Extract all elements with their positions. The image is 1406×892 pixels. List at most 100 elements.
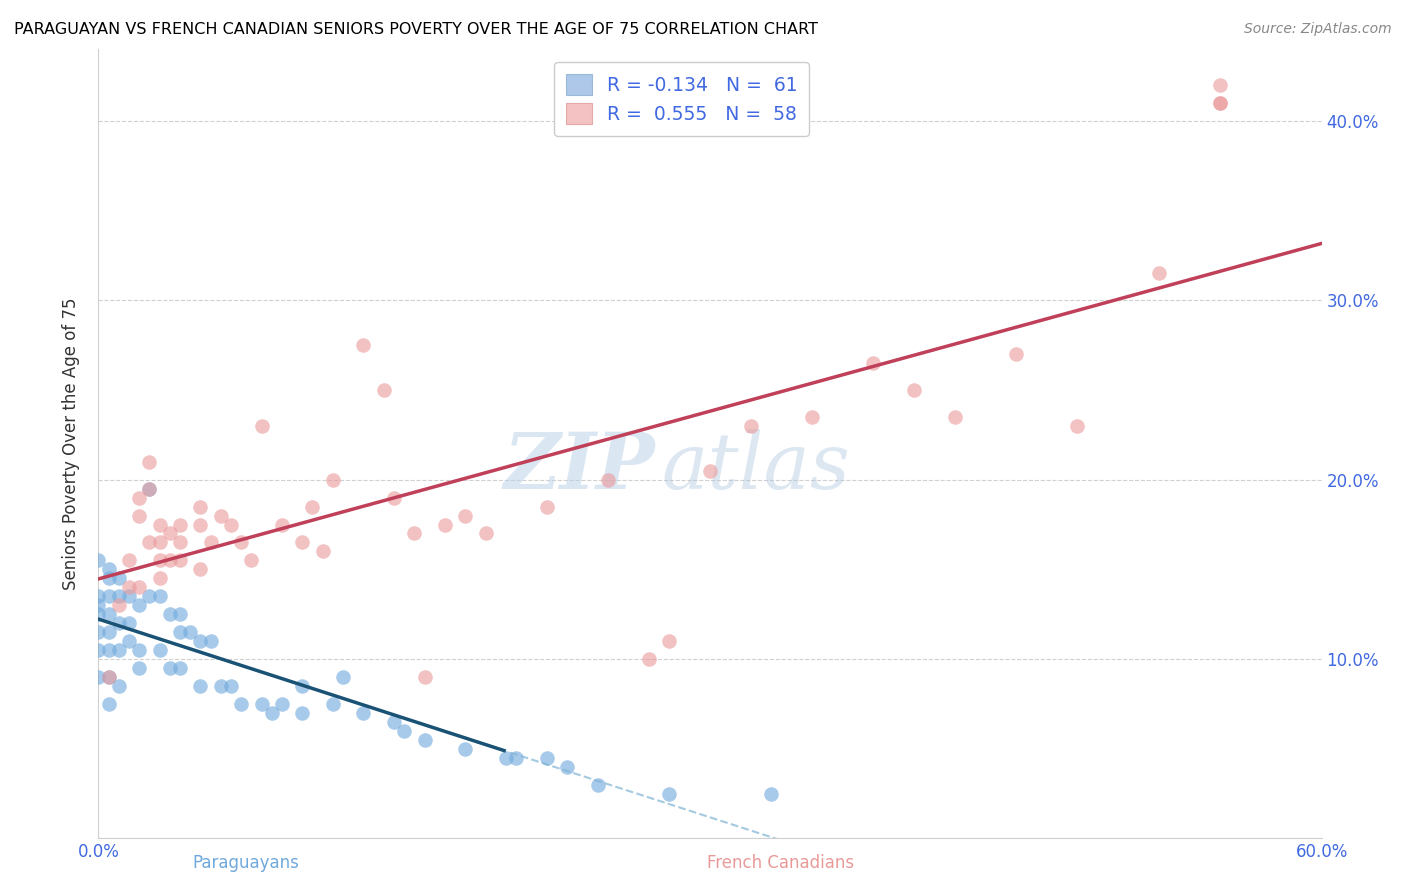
Point	[505, 750, 527, 764]
Point	[209, 679, 232, 693]
Point	[231, 535, 253, 549]
Point	[138, 589, 160, 603]
Point	[159, 526, 181, 541]
Point	[231, 697, 253, 711]
Point	[903, 383, 925, 397]
Point	[97, 643, 120, 657]
Point	[138, 455, 160, 469]
Point	[219, 517, 242, 532]
Point	[97, 589, 120, 603]
Point	[169, 661, 191, 675]
Point	[658, 634, 681, 648]
Point	[536, 500, 558, 514]
Point	[87, 553, 110, 567]
Point	[586, 778, 609, 792]
Point	[118, 616, 141, 631]
Point	[108, 679, 131, 693]
Point	[301, 500, 323, 514]
Point	[97, 562, 120, 576]
Point	[128, 661, 150, 675]
Point	[1209, 78, 1232, 92]
Point	[270, 697, 294, 711]
Point	[209, 508, 232, 523]
Point	[862, 356, 884, 370]
Point	[240, 553, 263, 567]
Point	[179, 625, 201, 640]
Point	[699, 464, 721, 478]
Point	[97, 670, 120, 684]
Point	[97, 607, 120, 622]
Point	[454, 508, 477, 523]
Point	[97, 697, 120, 711]
Point	[149, 535, 172, 549]
Point	[169, 535, 191, 549]
Point	[312, 544, 335, 558]
Point	[108, 616, 131, 631]
Point	[413, 732, 436, 747]
Point	[149, 553, 172, 567]
Point	[97, 625, 120, 640]
Point	[169, 607, 191, 622]
Point	[108, 643, 131, 657]
Point	[352, 338, 374, 352]
Point	[291, 535, 314, 549]
Point	[322, 697, 344, 711]
Point	[598, 473, 620, 487]
Point	[188, 679, 212, 693]
Point	[434, 517, 457, 532]
Point	[87, 643, 110, 657]
Point	[555, 760, 579, 774]
Point	[382, 714, 405, 729]
Point	[118, 589, 141, 603]
Point	[128, 508, 150, 523]
Point	[291, 706, 314, 720]
Point	[495, 750, 517, 764]
Point	[250, 697, 273, 711]
Point	[658, 787, 681, 801]
Point	[454, 741, 477, 756]
Text: Paraguayans: Paraguayans	[193, 855, 299, 872]
Point	[392, 723, 416, 738]
Point	[373, 383, 395, 397]
Point	[188, 562, 212, 576]
Point	[128, 599, 150, 613]
Point	[159, 661, 181, 675]
Point	[108, 599, 131, 613]
Point	[270, 517, 294, 532]
Point	[260, 706, 283, 720]
Point	[138, 482, 160, 496]
Point	[740, 418, 762, 433]
Point	[169, 553, 191, 567]
Point	[118, 553, 141, 567]
Point	[118, 580, 141, 594]
Point	[637, 652, 661, 666]
Point	[404, 526, 426, 541]
Point	[1147, 266, 1170, 280]
Point	[200, 634, 222, 648]
Point	[87, 670, 110, 684]
Y-axis label: Seniors Poverty Over the Age of 75: Seniors Poverty Over the Age of 75	[62, 298, 80, 590]
Point	[332, 670, 354, 684]
Text: Source: ZipAtlas.com: Source: ZipAtlas.com	[1244, 22, 1392, 37]
Point	[138, 535, 160, 549]
Point	[536, 750, 558, 764]
Point	[128, 643, 150, 657]
Point	[169, 517, 191, 532]
Point	[1209, 95, 1232, 110]
Point	[87, 607, 110, 622]
Point	[291, 679, 314, 693]
Point	[149, 643, 172, 657]
Point	[128, 491, 150, 505]
Point	[1209, 95, 1232, 110]
Point	[943, 409, 966, 424]
Point	[322, 473, 344, 487]
Point	[149, 589, 172, 603]
Point	[108, 589, 131, 603]
Point	[108, 571, 131, 585]
Point	[219, 679, 242, 693]
Point	[352, 706, 374, 720]
Point	[118, 634, 141, 648]
Point	[97, 670, 120, 684]
Point	[128, 580, 150, 594]
Point	[87, 589, 110, 603]
